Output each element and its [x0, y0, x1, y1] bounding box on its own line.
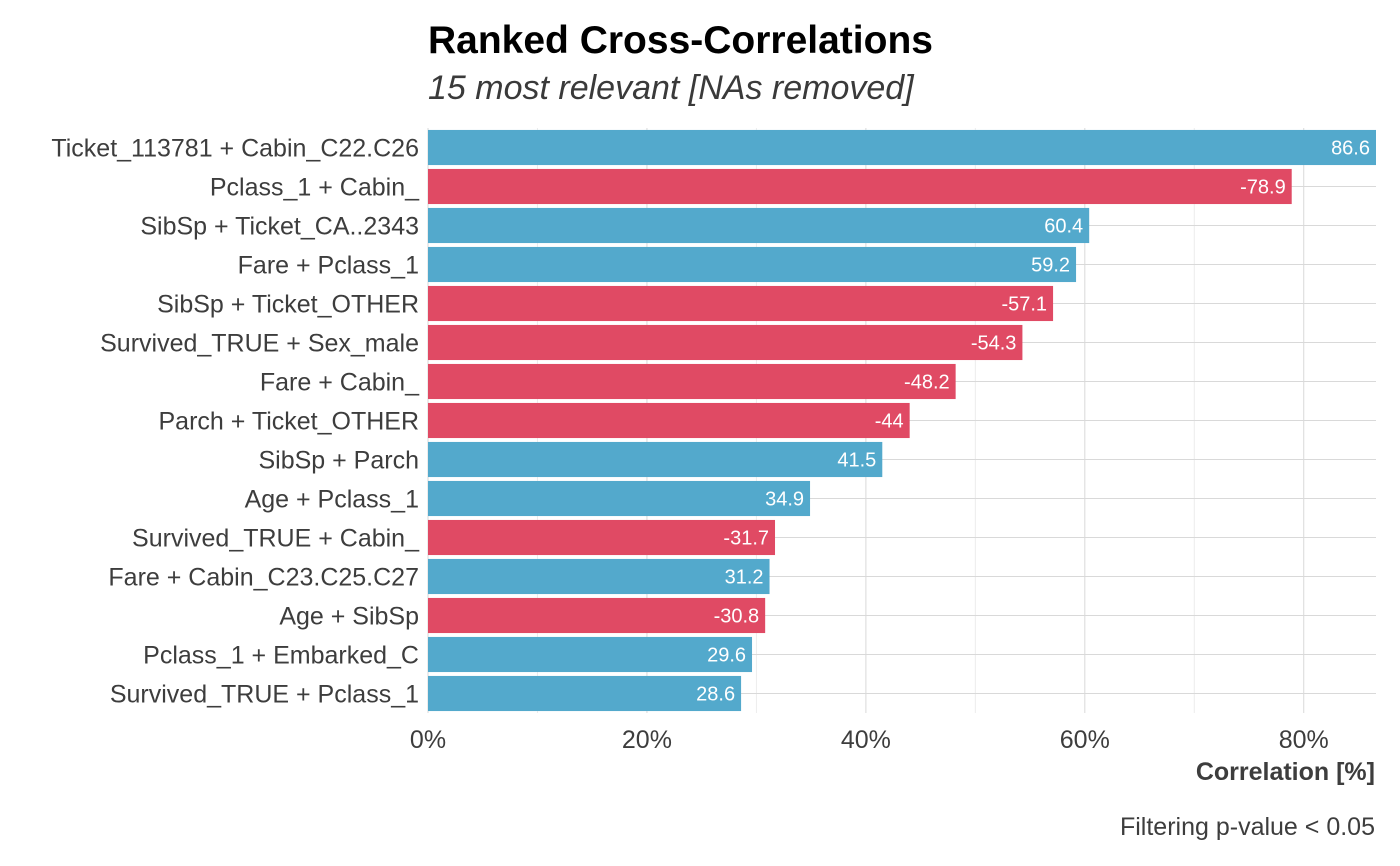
bar — [428, 675, 742, 712]
bar — [428, 636, 753, 673]
bar — [428, 402, 910, 439]
category-labels: Ticket_113781 + Cabin_C22.C26 Pclass_1 + … — [51, 135, 420, 709]
value-label: -31.7 — [723, 528, 769, 550]
bars — [428, 129, 1376, 712]
x-tick-label: 40% — [841, 726, 891, 754]
category-label: Survived_TRUE + Sex_male — [100, 330, 419, 358]
x-tick-label: 60% — [1060, 726, 1110, 754]
category-label: SibSp + Ticket_OTHER — [157, 291, 419, 319]
value-label: -54.3 — [971, 333, 1017, 355]
value-label: 59.2 — [1031, 255, 1070, 277]
bar — [428, 324, 1023, 361]
x-axis-label: Correlation [%] — [1196, 758, 1375, 786]
chart-subtitle: 15 most relevant [NAs removed] — [428, 69, 915, 107]
value-label: 29.6 — [707, 645, 746, 667]
category-label: Pclass_1 + Embarked_C — [143, 642, 419, 670]
category-label: SibSp + Parch — [258, 447, 419, 475]
bar — [428, 129, 1376, 166]
category-label: Fare + Cabin_C23.C25.C27 — [108, 564, 419, 592]
bar — [428, 285, 1054, 322]
category-label: Ticket_113781 + Cabin_C22.C26 — [51, 135, 419, 163]
bar — [428, 519, 776, 556]
category-label: Age + Pclass_1 — [245, 486, 419, 514]
value-label: 31.2 — [725, 567, 764, 589]
category-label: Survived_TRUE + Pclass_1 — [110, 681, 419, 709]
value-label: -44 — [875, 411, 904, 433]
category-label: Fare + Cabin_ — [260, 369, 420, 397]
bar — [428, 168, 1292, 205]
category-label: Survived_TRUE + Cabin_ — [132, 525, 420, 553]
category-label: Age + SibSp — [279, 603, 419, 631]
value-label: 41.5 — [837, 450, 876, 472]
bar — [428, 597, 766, 634]
bar — [428, 207, 1090, 244]
value-label: -30.8 — [714, 606, 760, 628]
x-tick-label: 0% — [410, 726, 446, 754]
bar — [428, 441, 883, 478]
x-tick-labels: 0% 20% 40% 60% 80% — [410, 726, 1329, 754]
value-label: 28.6 — [696, 684, 735, 706]
value-label: 60.4 — [1044, 216, 1083, 238]
bar — [428, 480, 811, 517]
value-label: -48.2 — [904, 372, 950, 394]
chart-title: Ranked Cross-Correlations — [428, 19, 933, 62]
value-label: -57.1 — [1001, 294, 1047, 316]
category-label: SibSp + Ticket_CA..2343 — [140, 213, 419, 241]
value-labels: 86.6 -78.9 60.4 59.2 -57.1 -54.3 -48.2-44 41.5 3… — [696, 138, 1370, 706]
x-tick-label: 80% — [1279, 726, 1329, 754]
x-tick-label: 20% — [622, 726, 672, 754]
category-label: Parch + Ticket_OTHER — [159, 408, 420, 436]
chart-caption: Filtering p-value < 0.05 — [1120, 813, 1375, 841]
bar — [428, 246, 1077, 283]
bar — [428, 363, 956, 400]
category-label: Fare + Pclass_1 — [238, 252, 419, 280]
value-label: -78.9 — [1240, 177, 1286, 199]
value-label: 34.9 — [765, 489, 804, 511]
bar — [428, 558, 770, 595]
category-label: Pclass_1 + Cabin_ — [210, 174, 420, 202]
value-label: 86.6 — [1331, 138, 1370, 160]
